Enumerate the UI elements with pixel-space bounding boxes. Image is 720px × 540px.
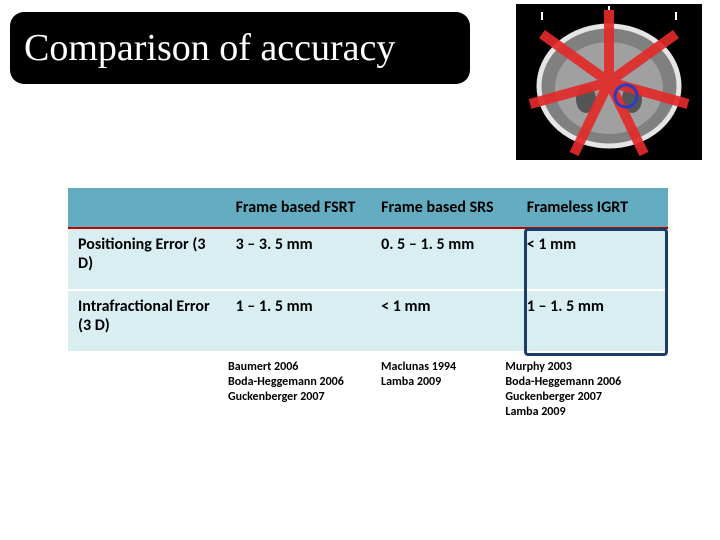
table-header: Frameless IGRT — [517, 188, 668, 228]
cell: 1 – 1. 5 mm — [226, 290, 372, 352]
ref-line: Lamba 2009 — [505, 405, 668, 420]
row-label: Positioning Error (3 D) — [68, 228, 226, 290]
title-box: Comparison of accuracy — [10, 12, 470, 84]
ref-line: Boda-Heggemann 2006 — [228, 375, 381, 390]
cell: < 1 mm — [517, 228, 668, 290]
slide-title: Comparison of accuracy — [24, 26, 395, 70]
ref-line: Guckenberger 2007 — [505, 390, 668, 405]
ct-scan-graphic — [516, 4, 702, 160]
ref-line: Maclunas 1994 — [381, 360, 505, 375]
ref-line: Guckenberger 2007 — [228, 390, 381, 405]
table-row: Intrafractional Error (3 D) 1 – 1. 5 mm … — [68, 290, 668, 352]
table-header-row: Frame based FSRT Frame based SRS Framele… — [68, 188, 668, 228]
row-label: Intrafractional Error (3 D) — [68, 290, 226, 352]
accuracy-table: Frame based FSRT Frame based SRS Framele… — [68, 188, 668, 353]
refs-col-1: Baumert 2006 Boda-Heggemann 2006 Guckenb… — [228, 360, 381, 420]
cell: 1 – 1. 5 mm — [517, 290, 668, 352]
cell: 3 – 3. 5 mm — [226, 228, 372, 290]
table-header: Frame based FSRT — [226, 188, 372, 228]
refs-col-2: Maclunas 1994 Lamba 2009 — [381, 360, 505, 420]
cell: < 1 mm — [371, 290, 517, 352]
table-header-blank — [68, 188, 226, 228]
ref-line: Lamba 2009 — [381, 375, 505, 390]
table-row: Positioning Error (3 D) 3 – 3. 5 mm 0. 5… — [68, 228, 668, 290]
references-row: Baumert 2006 Boda-Heggemann 2006 Guckenb… — [68, 360, 668, 420]
table-header: Frame based SRS — [371, 188, 517, 228]
ref-line: Boda-Heggemann 2006 — [505, 375, 668, 390]
refs-col-3: Murphy 2003 Boda-Heggemann 2006 Guckenbe… — [505, 360, 668, 420]
cell: 0. 5 – 1. 5 mm — [371, 228, 517, 290]
ref-line: Baumert 2006 — [228, 360, 381, 375]
ref-line: Murphy 2003 — [505, 360, 668, 375]
